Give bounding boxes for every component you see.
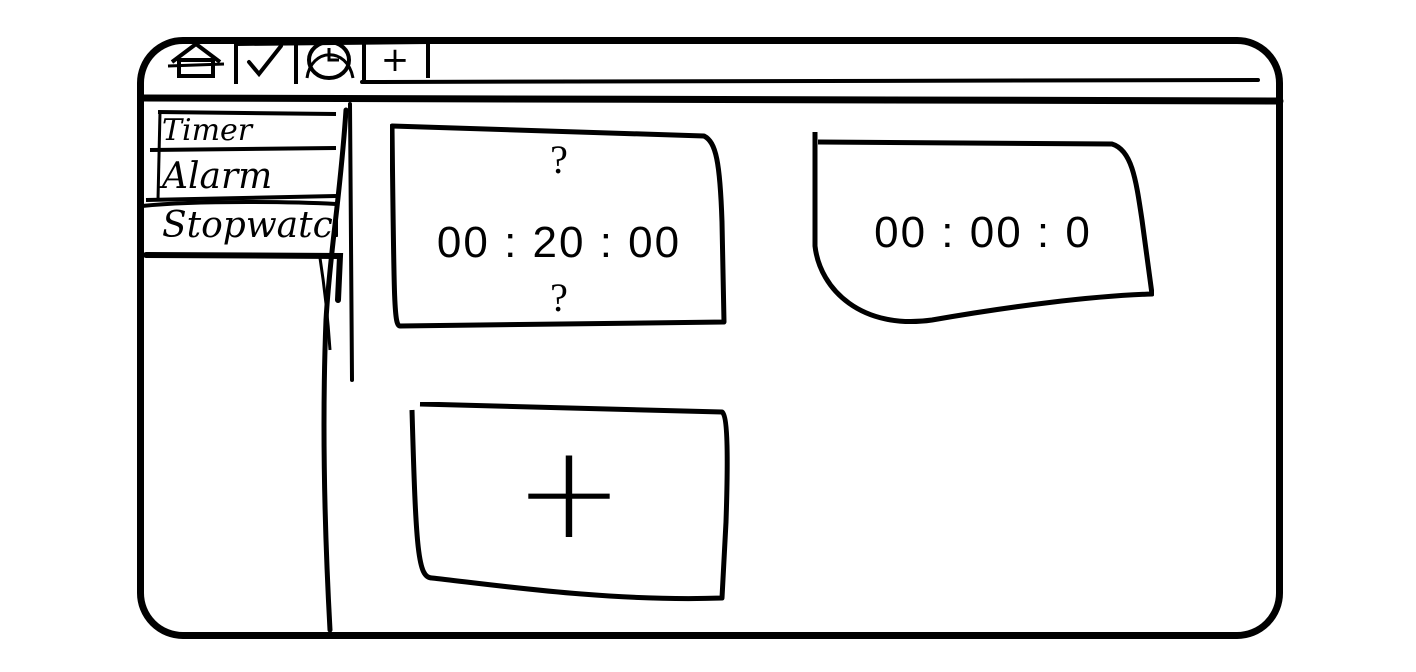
sidebar-item-alarm[interactable]: Alarm <box>146 154 338 200</box>
sidebar-item-label: Stopwatch <box>162 205 338 246</box>
timer-top-mark: ? <box>550 137 568 182</box>
card-border <box>409 402 730 602</box>
clock-icon <box>305 40 355 80</box>
tab-clock[interactable] <box>296 40 362 80</box>
add-card-button[interactable]: + <box>408 402 730 606</box>
card-border <box>390 123 727 329</box>
plus-icon: + <box>514 416 624 568</box>
home-icon <box>167 42 225 78</box>
card-border <box>812 132 1154 324</box>
sidebar-item-timer[interactable]: Timer <box>146 108 338 154</box>
timer-bottom-mark: ? <box>550 275 568 320</box>
alarm-card[interactable]: 00 : 00 : 0 <box>812 130 1154 326</box>
timer-card[interactable]: ? 00 : 20 : 00 ? <box>390 122 728 334</box>
tab-home[interactable] <box>158 41 234 79</box>
tab-add[interactable]: + <box>362 40 428 80</box>
timer-time-value: 00 : 20 : 00 <box>436 218 682 267</box>
sidebar-item-label: Alarm <box>162 156 273 197</box>
window-frame <box>137 37 1283 639</box>
alarm-time-value: 00 : 00 : 0 <box>874 208 1092 257</box>
sidebar-item-stopwatch[interactable]: Stopwatch <box>146 203 338 249</box>
plus-icon: + <box>380 40 410 80</box>
sidebar-item-label: Timer <box>162 113 253 148</box>
tab-check[interactable] <box>234 41 296 79</box>
check-icon <box>247 44 283 78</box>
